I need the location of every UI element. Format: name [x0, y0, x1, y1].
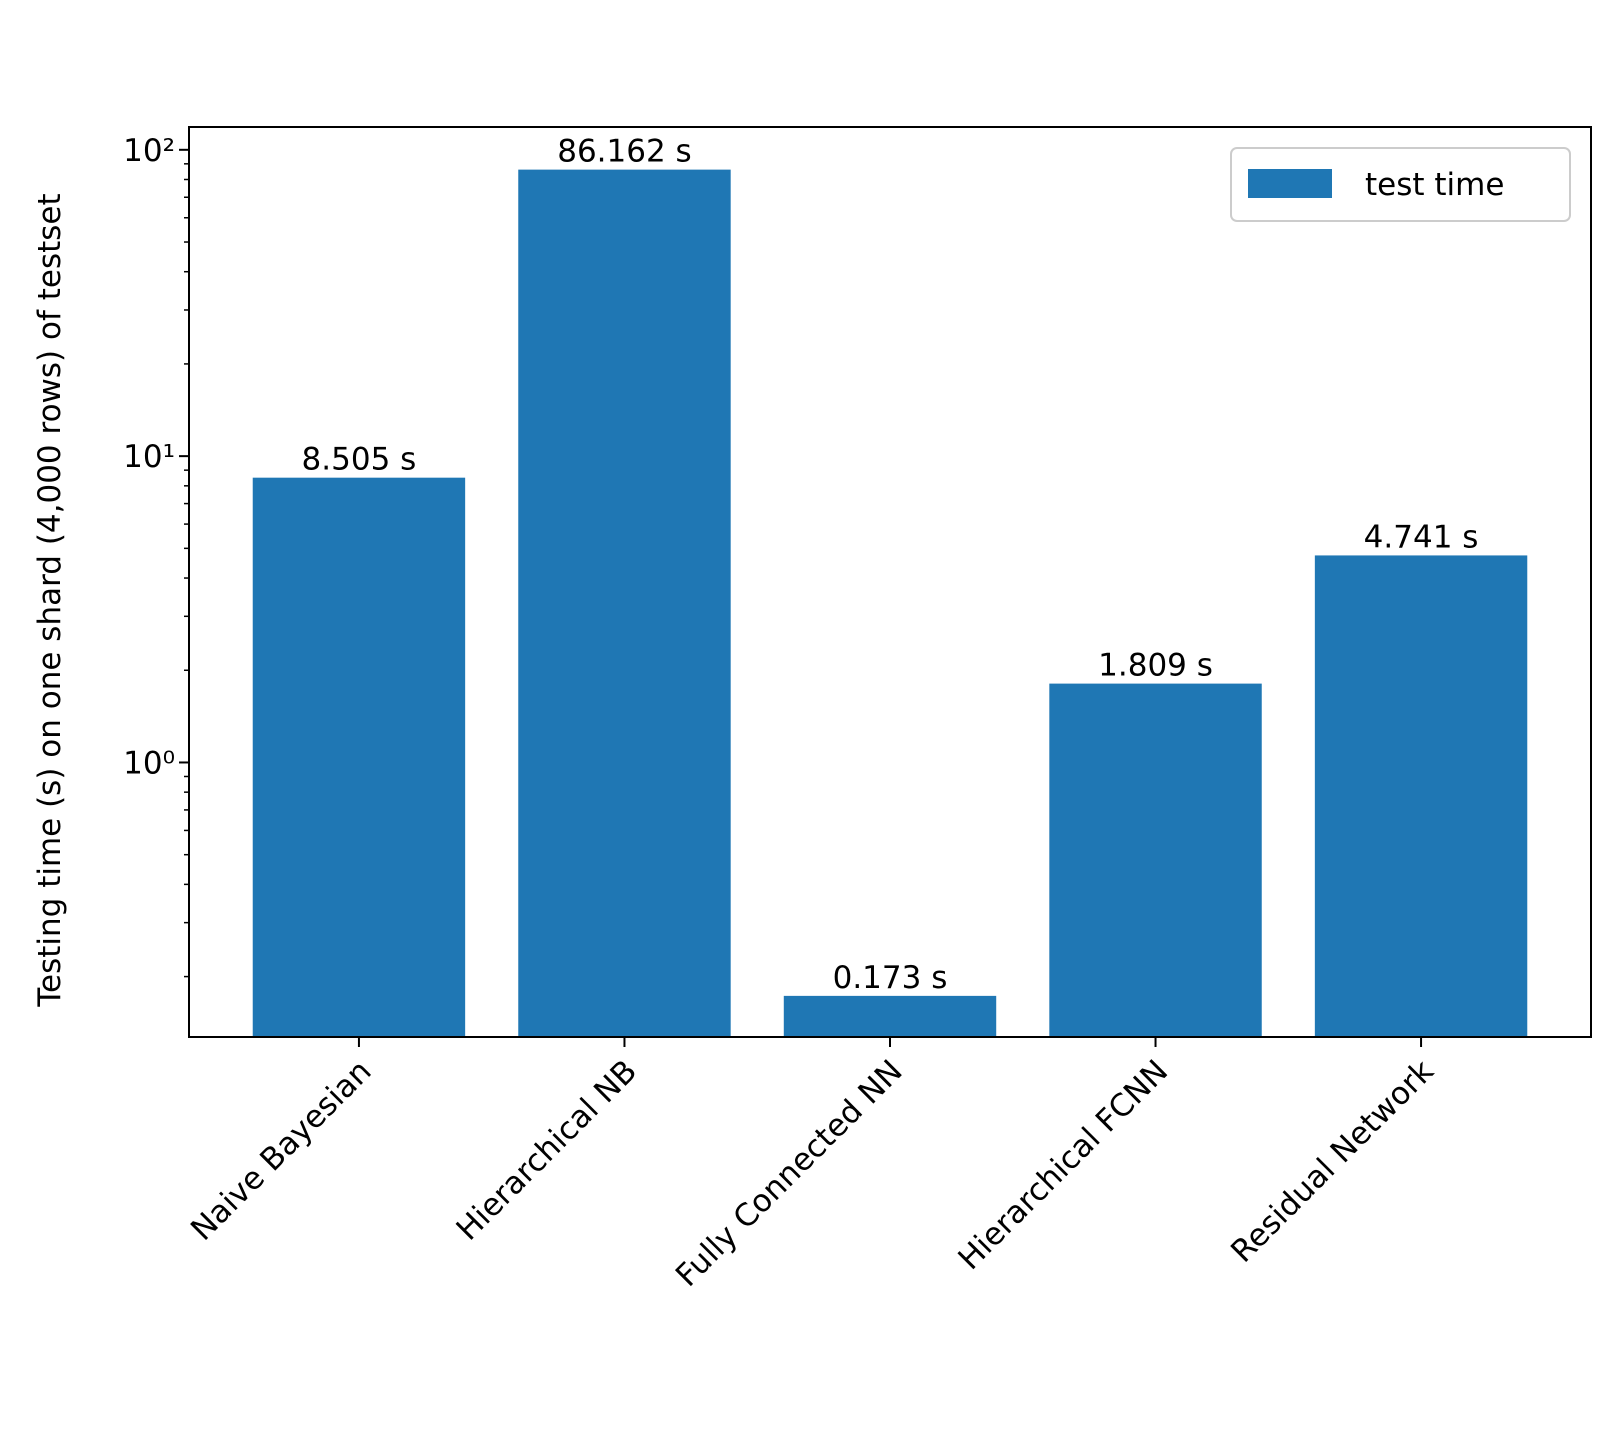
- x-tick-label: Hierarchical NB: [450, 1053, 645, 1248]
- bar: [783, 995, 997, 1037]
- value-label: 4.741 s: [1364, 519, 1479, 555]
- legend: test time: [1230, 147, 1571, 222]
- bar: [518, 169, 731, 1038]
- y-tick-label: 10⁰: [123, 745, 175, 781]
- x-tick-label: Fully Connected NN: [669, 1053, 910, 1294]
- value-label: 0.173 s: [833, 960, 948, 996]
- plot-frame: [188, 126, 1592, 1038]
- x-tick-label: Residual Network: [1224, 1053, 1441, 1270]
- legend-label: test time: [1365, 167, 1504, 203]
- x-tick-label: Naive Bayesian: [184, 1053, 379, 1248]
- value-label: 8.505 s: [302, 442, 417, 478]
- legend-box: [1230, 147, 1571, 222]
- value-label: 1.809 s: [1098, 648, 1213, 684]
- bar: [1314, 555, 1528, 1037]
- value-label: 86.162 s: [557, 134, 691, 170]
- legend-swatch: [1248, 169, 1332, 198]
- y-axis-label: Testing time (s) on one shard (4,000 row…: [32, 193, 68, 1007]
- x-tick-label: Hierarchical FCNN: [951, 1053, 1175, 1277]
- y-tick-label: 10²: [123, 133, 175, 169]
- bar: [1049, 683, 1262, 1037]
- bar: [252, 477, 466, 1037]
- y-tick-label: 10¹: [123, 439, 175, 475]
